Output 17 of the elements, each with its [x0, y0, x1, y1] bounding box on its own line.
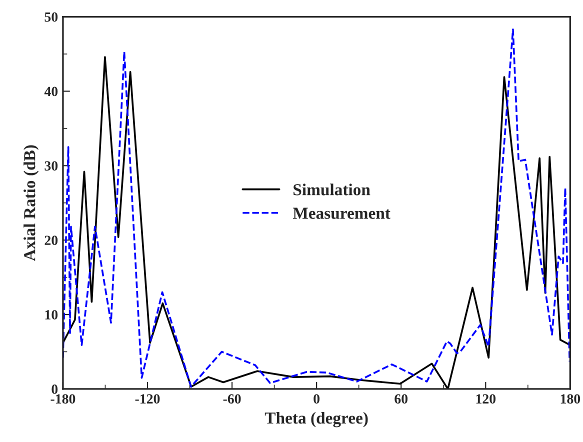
x-tick-label: 180: [560, 394, 580, 404]
x-tick-label: 0: [314, 394, 320, 404]
y-tick-label: 40: [44, 86, 58, 96]
y-tick-label: 30: [44, 161, 58, 171]
y-axis-title: Axial Ratio (dB): [24, 145, 39, 262]
x-tick-label: -60: [223, 394, 241, 404]
x-tick-label: 60: [394, 394, 408, 404]
x-tick-label: -180: [50, 394, 76, 404]
x-tick-label: 120: [476, 394, 496, 404]
legend-label: Simulation: [294, 184, 370, 196]
y-tick-label: 0: [52, 384, 58, 394]
x-tick-label: -120: [135, 394, 160, 404]
y-tick-label: 20: [44, 236, 58, 246]
y-tick-label: 50: [44, 12, 58, 22]
x-axis-title: Theta (degree): [264, 412, 368, 428]
legend-label: Measurement: [292, 208, 390, 219]
y-tick-label: 10: [45, 310, 58, 320]
